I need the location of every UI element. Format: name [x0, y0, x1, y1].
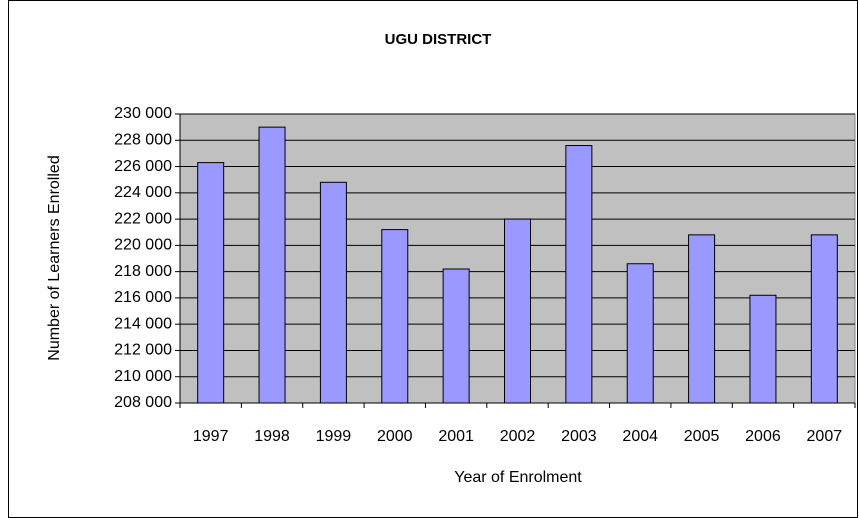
bar: [749, 294, 777, 404]
y-tick-label: 218 000: [114, 263, 172, 280]
chart-title: UGU DISTRICT: [385, 31, 492, 48]
x-tick-label: 2006: [745, 428, 781, 445]
bar: [442, 268, 470, 404]
x-tick-label: 1998: [254, 428, 290, 445]
bar: [688, 234, 716, 404]
x-tick-label: 2000: [377, 428, 413, 445]
x-tick-label: 2002: [500, 428, 536, 445]
x-tick-label: 1997: [193, 428, 229, 445]
bar: [626, 263, 654, 404]
x-tick-label: 2007: [807, 428, 843, 445]
y-tick-label: 226 000: [114, 158, 172, 175]
bar: [504, 218, 531, 404]
x-tick-label: 2001: [438, 428, 474, 445]
bar: [319, 181, 347, 404]
bar: [197, 162, 225, 404]
y-tick-label: 222 000: [114, 210, 172, 227]
x-tick-label: 2004: [622, 428, 658, 445]
bar: [565, 145, 593, 404]
x-tick-label: 2003: [561, 428, 597, 445]
bar: [381, 229, 409, 404]
y-tick-label: 216 000: [114, 289, 172, 306]
y-tick-label: 230 000: [114, 105, 172, 122]
y-tick-label: 214 000: [114, 315, 172, 332]
y-tick-label: 208 000: [114, 394, 172, 411]
y-tick-label: 228 000: [114, 131, 172, 148]
y-tick-label: 220 000: [114, 237, 172, 254]
x-tick-label: 1999: [316, 428, 352, 445]
bar: [810, 234, 838, 404]
y-tick-label: 224 000: [114, 184, 172, 201]
y-tick-label: 212 000: [114, 342, 172, 359]
bar: [258, 126, 286, 404]
y-tick-label: 210 000: [114, 368, 172, 385]
x-tick-label: 2005: [684, 428, 720, 445]
y-axis-title: Number of Learners Enrolled: [46, 155, 63, 360]
x-axis-title: Year of Enrolment: [454, 469, 582, 486]
